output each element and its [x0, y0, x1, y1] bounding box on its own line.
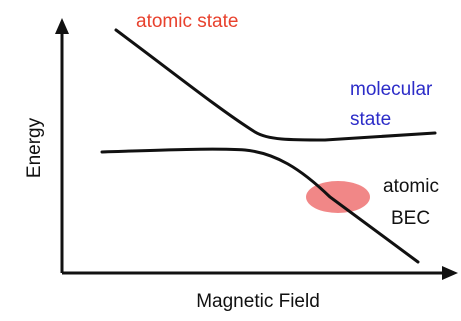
- atomic-bec-label-line1: atomic: [383, 176, 439, 197]
- atomic-state-label: atomic state: [136, 11, 238, 32]
- axes: [55, 18, 458, 280]
- atomic-bec-label-line2: BEC: [391, 208, 430, 229]
- molecular-state-label-line1: molecular: [350, 79, 433, 100]
- molecular-state-label-line2: state: [350, 109, 391, 130]
- x-axis-label: Magnetic Field: [196, 291, 320, 312]
- y-axis-label: Energy: [24, 117, 45, 178]
- y-axis-arrowhead: [55, 18, 69, 34]
- x-axis-arrowhead: [442, 266, 458, 280]
- molecular-state-curve: [100, 147, 420, 264]
- atomic-state-curve: [114, 28, 437, 142]
